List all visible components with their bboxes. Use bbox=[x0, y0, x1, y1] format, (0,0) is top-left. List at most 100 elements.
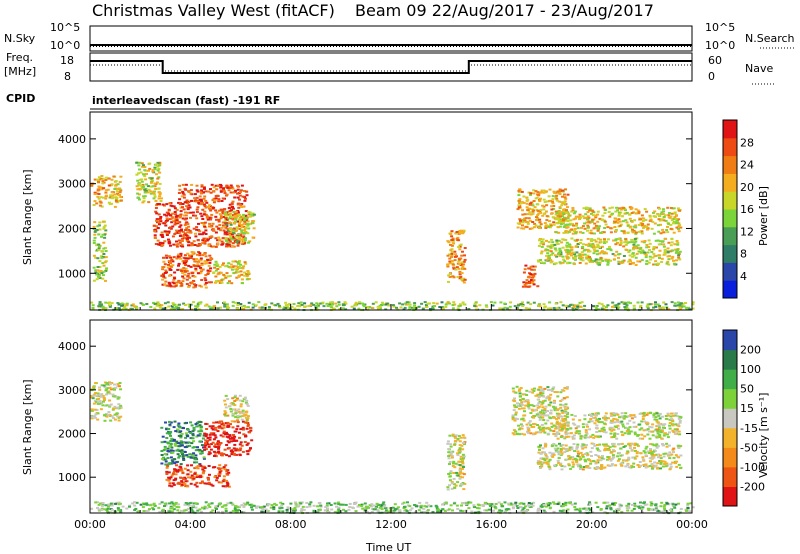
scatter-cell-7 bbox=[664, 415, 668, 417]
scatter-cell-10 bbox=[657, 218, 661, 221]
scatter-cell-1 bbox=[200, 450, 204, 453]
scatter-cell-2 bbox=[211, 441, 215, 444]
scatter-cell-10 bbox=[599, 231, 603, 234]
scatter-cell-10 bbox=[562, 212, 565, 215]
scatter-cell-4 bbox=[217, 227, 221, 230]
scatter-cell-1 bbox=[191, 434, 195, 437]
scatter-cell-1 bbox=[198, 434, 202, 437]
scatter-cell-9 bbox=[522, 227, 526, 230]
scatter-cell-13 bbox=[117, 307, 121, 310]
scatter-cell-1 bbox=[173, 462, 177, 465]
scatter-cell-8 bbox=[628, 444, 632, 447]
scatter-cell-11 bbox=[628, 254, 632, 257]
scatter-cell-1 bbox=[200, 444, 204, 447]
scatter-cell-13 bbox=[413, 302, 417, 305]
scatter-cell-8 bbox=[641, 458, 645, 461]
scatter-cell-13 bbox=[567, 305, 571, 308]
scatter-cell-2 bbox=[141, 201, 145, 204]
scatter-cell-7 bbox=[224, 211, 228, 214]
scatter-cell-4 bbox=[231, 228, 235, 231]
scatter-cell-5 bbox=[177, 256, 181, 259]
scatter-cell-6 bbox=[564, 431, 568, 434]
scatter-cell-11 bbox=[551, 241, 555, 244]
scatter-cell-4 bbox=[236, 416, 240, 419]
scatter-cell-5 bbox=[198, 272, 202, 275]
scatter-cell-7 bbox=[651, 434, 655, 437]
scatter-cell-7 bbox=[598, 430, 602, 433]
scatter-cell-5 bbox=[181, 280, 185, 283]
scatter-cell-3 bbox=[223, 468, 227, 471]
scatter-cell-4 bbox=[215, 211, 219, 214]
scatter-cell-9 bbox=[533, 222, 537, 225]
scatter-cell-9 bbox=[536, 209, 540, 212]
scatter-cell-13 bbox=[576, 304, 580, 307]
scatter-cell-10 bbox=[562, 218, 566, 221]
scatter-cell-5 bbox=[198, 284, 202, 287]
scatter-cell-8 bbox=[579, 451, 583, 454]
scatter-cell-10 bbox=[637, 211, 641, 213]
scatter-cell-11 bbox=[643, 251, 646, 254]
scatter-cell-4 bbox=[204, 233, 208, 235]
scatter-cell-7 bbox=[666, 436, 670, 439]
scatter-cell-11 bbox=[648, 242, 652, 245]
scatter-cell-11 bbox=[558, 261, 562, 264]
scatter-cell-4 bbox=[186, 211, 190, 214]
scatter-cell-10 bbox=[676, 207, 680, 210]
scatter-cell-6 bbox=[565, 406, 569, 409]
scatter-cell-10 bbox=[632, 225, 636, 228]
scatter-cell-4 bbox=[219, 217, 223, 220]
scatter-cell-5 bbox=[203, 262, 207, 265]
scatter-cell-2 bbox=[238, 431, 241, 434]
scatter-cell-0 bbox=[97, 180, 101, 183]
scatter-cell-2 bbox=[227, 436, 231, 439]
scatter-cell-5 bbox=[447, 473, 451, 475]
scatter-cell-6 bbox=[236, 271, 240, 274]
scatter-cell-6 bbox=[553, 391, 557, 393]
scatter-cell-8 bbox=[653, 449, 657, 452]
scatter-cell-8 bbox=[572, 443, 576, 446]
scatter-cell-7 bbox=[677, 430, 681, 433]
scatter-cell-8 bbox=[451, 237, 455, 240]
scatter-cell-7 bbox=[249, 213, 253, 216]
scatter-cell-8 bbox=[592, 442, 596, 445]
scatter-cell-4 bbox=[223, 233, 227, 236]
scatter-cell-13 bbox=[498, 307, 502, 310]
scatter-cell-0 bbox=[90, 395, 94, 398]
scatter-cell-4 bbox=[180, 195, 184, 198]
scatter-cell-5 bbox=[208, 259, 212, 262]
scatter-cell-1 bbox=[189, 421, 193, 424]
scatter-cell-0 bbox=[113, 413, 117, 416]
scatter-cell-10 bbox=[634, 226, 638, 229]
scatter-cell-5 bbox=[182, 277, 186, 280]
scatter-cell-11 bbox=[563, 239, 567, 242]
scatter-cell-13 bbox=[198, 302, 202, 305]
scatter-cell-2 bbox=[244, 421, 247, 424]
scatter-cell-13 bbox=[155, 302, 159, 305]
scatter-cell-11 bbox=[633, 239, 637, 241]
scatter-cell-3 bbox=[170, 485, 174, 488]
scatter-cell-11 bbox=[654, 260, 658, 263]
scatter-cell-5 bbox=[458, 472, 462, 475]
scatter-cell-11 bbox=[582, 249, 586, 252]
scatter-cell-6 bbox=[220, 281, 224, 284]
scatter-cell-10 bbox=[567, 223, 571, 226]
scatter-cell-9 bbox=[536, 203, 540, 206]
scatter-cell-10 bbox=[637, 212, 641, 215]
scatter-cell-1 bbox=[199, 428, 203, 431]
scatter-cell-4 bbox=[219, 183, 222, 186]
scatter-cell-13 bbox=[404, 303, 408, 306]
scatter-cell-2 bbox=[138, 168, 141, 171]
scatter-cell-0 bbox=[111, 194, 114, 197]
scatter-cell-8 bbox=[602, 443, 605, 446]
scatter-cell-13 bbox=[298, 305, 302, 308]
scatter-cell-9 bbox=[544, 190, 548, 193]
scatter-cell-10 bbox=[650, 227, 654, 230]
scatter-cell-9 bbox=[545, 219, 549, 222]
scatter-cell-11 bbox=[560, 241, 564, 244]
scatter-cell-2 bbox=[140, 180, 144, 183]
scatter-cell-9 bbox=[534, 224, 538, 227]
scatter-cell-4 bbox=[233, 404, 237, 407]
scatter-cell-4 bbox=[216, 195, 220, 198]
scatter-cell-1 bbox=[98, 260, 102, 263]
scatter-cell-1 bbox=[160, 462, 164, 465]
